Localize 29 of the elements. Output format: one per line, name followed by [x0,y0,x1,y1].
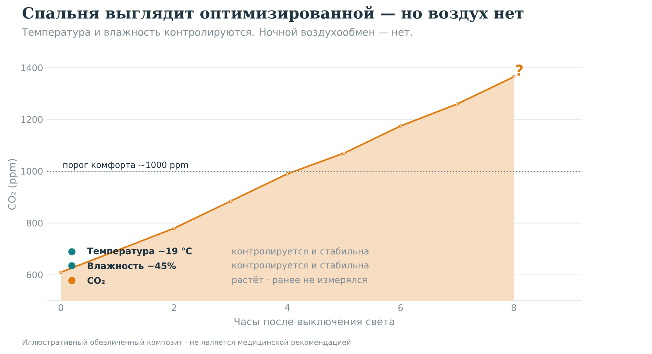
annotation: ? [516,64,523,76]
y-tick-label: 1400 [22,64,43,72]
ref-line-label: порог комфорта ~1000 ppm [64,162,188,170]
point [342,152,346,156]
chart-subtitle: Температура и влажность контролируются. Ночной воздухообмен — нет. [22,28,412,38]
x-tick-label: 8 [512,304,516,312]
x-axis-title: Часы после выключения света [234,318,394,326]
point [456,102,460,106]
chart-title: Спальня выглядит оптимизированной — но воздух нет [22,6,524,22]
y-axis-title: CO₂ (ppm) [8,159,18,210]
annotation: Влажность ~45% [88,262,176,270]
point [172,226,176,230]
point [512,75,516,79]
y-tick-label: 600 [26,272,43,278]
point [229,200,233,203]
annotation: контролируется и стабильна [232,262,369,270]
annotation: контролируется и стабильна [232,248,369,256]
x-tick-label: 6 [398,304,404,312]
point [60,270,63,274]
x-tick-label: 0 [58,304,64,312]
y-tick-label: 1200 [22,116,43,124]
annotation: растёт · ранее не измерялся [232,276,367,286]
y-tick-label: 800 [26,220,43,227]
x-tick-label: 4 [285,304,290,312]
point [286,172,290,176]
x-tick-label: 2 [172,304,176,312]
point [399,124,402,128]
annotation: CO₂ [88,277,105,284]
y-tick-label: 1000 [22,168,43,175]
